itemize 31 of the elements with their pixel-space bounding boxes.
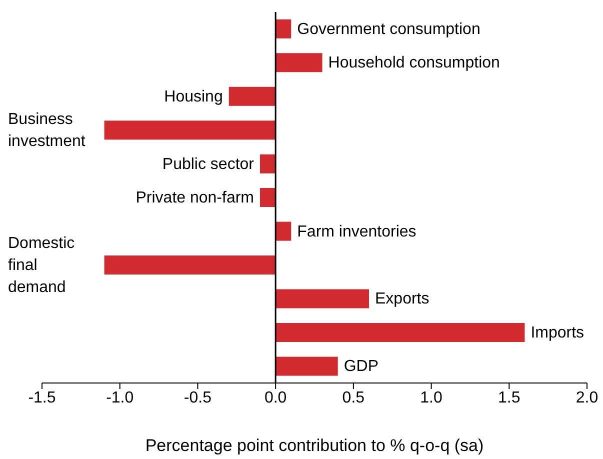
x-axis-title: Percentage point contribution to % q-o-q (sa) <box>145 436 484 455</box>
x-tick-label: -1.0 <box>106 389 134 406</box>
y-tick-label: GDP <box>344 358 379 375</box>
bar <box>260 188 276 208</box>
x-tick-label: 1.0 <box>420 389 443 406</box>
bar <box>104 120 276 140</box>
bar <box>104 256 276 275</box>
x-tick-label: 0.5 <box>342 389 365 406</box>
y-tick-label: Exports <box>375 290 430 308</box>
x-tick-label: -1.5 <box>28 389 56 406</box>
bar <box>276 322 525 342</box>
bar <box>276 356 338 376</box>
x-tick-label: 2.0 <box>576 389 598 406</box>
bar <box>276 53 322 72</box>
y-tick-label: Imports <box>530 324 584 341</box>
y-tick-label: Government consumption <box>297 20 480 38</box>
x-tick-label: -0.5 <box>184 389 212 406</box>
y-tick-label: Business investment <box>8 110 86 150</box>
x-tick-label: 1.5 <box>498 389 520 406</box>
x-tick-label: 0.0 <box>264 389 287 406</box>
y-tick-label: Private non-farm <box>136 189 254 206</box>
bar <box>228 86 276 106</box>
y-tick-label: Household consumption <box>328 54 500 72</box>
y-tick-label: Public sector <box>162 155 255 172</box>
bar <box>260 154 276 174</box>
y-tick-label: Domestic final demand <box>8 234 75 296</box>
y-tick-label: Housing <box>164 88 223 105</box>
bar <box>276 19 292 38</box>
bar <box>276 222 292 241</box>
y-tick-label: Farm inventories <box>297 222 416 240</box>
bar <box>276 289 369 308</box>
